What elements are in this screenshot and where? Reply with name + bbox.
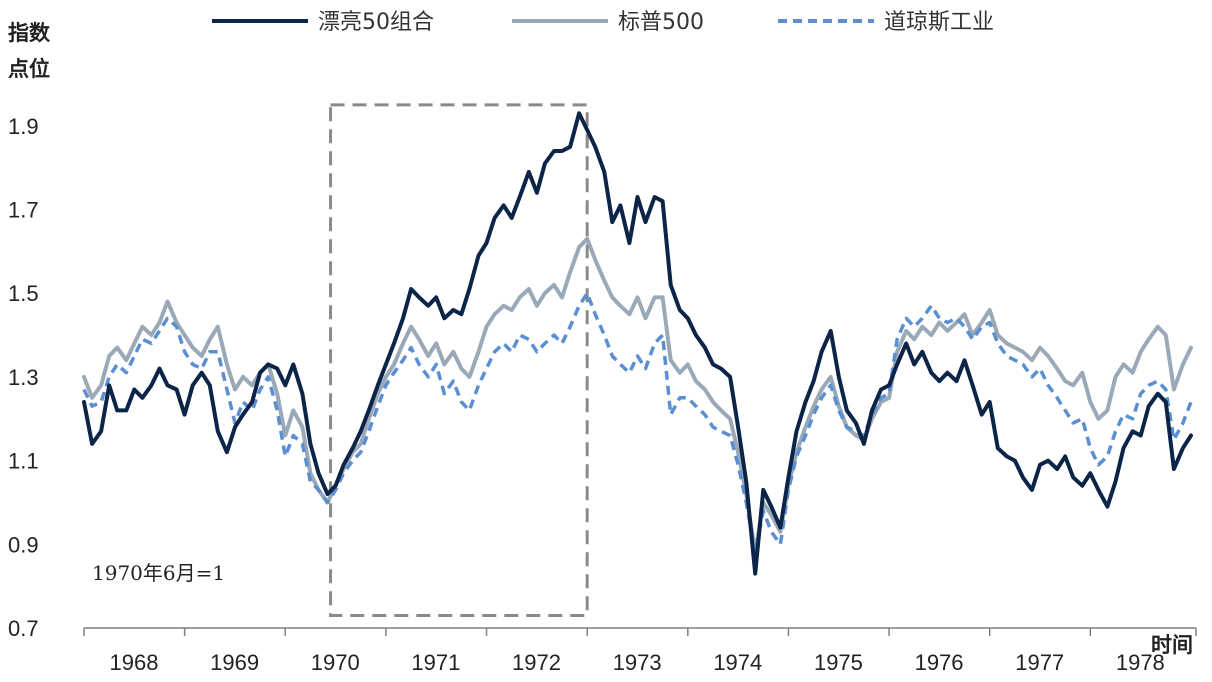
y-axis-label-line-1: 指数 bbox=[8, 21, 51, 45]
legend-item-sp500: 标普500 bbox=[512, 10, 704, 35]
y-tick-label: 0.9 bbox=[8, 532, 39, 557]
y-tick-label: 1.5 bbox=[8, 281, 39, 306]
legend-label-sp500: 标普500 bbox=[618, 10, 704, 35]
x-axis: 1968 1969 1970 1971 1972 1973 1974 1975 1976 1977… bbox=[83, 627, 1197, 675]
y-axis-ticks: 0.7 0.9 1.1 1.3 1.5 1.7 1.9 bbox=[8, 114, 39, 641]
x-tick-label: 1976 bbox=[915, 650, 964, 675]
legend: 漂亮50组合 标普500 道琼斯工业 bbox=[212, 10, 994, 35]
x-tick-label: 1969 bbox=[210, 650, 259, 675]
y-tick-label: 1.9 bbox=[8, 114, 39, 139]
y-axis-label-line-2: 点位 bbox=[8, 57, 50, 81]
legend-item-dow: 道琼斯工业 bbox=[778, 10, 994, 35]
series-line-dow bbox=[82, 291, 1193, 555]
highlight-box bbox=[329, 103, 589, 617]
x-tick-label: 1974 bbox=[713, 650, 762, 675]
x-tick-label: 1977 bbox=[1015, 650, 1064, 675]
y-tick-label: 1.1 bbox=[8, 449, 39, 474]
x-tick-label: 1975 bbox=[814, 650, 863, 675]
series-lines bbox=[82, 111, 1193, 576]
series-line-pretty50 bbox=[82, 111, 1193, 576]
x-tick-label: 1978 bbox=[1116, 650, 1165, 675]
y-tick-label: 1.3 bbox=[8, 365, 39, 390]
y-tick-label: 0.7 bbox=[8, 616, 39, 641]
highlight-region-group bbox=[329, 103, 589, 617]
x-tick-label: 1968 bbox=[110, 650, 159, 675]
x-tick-label: 1971 bbox=[411, 650, 460, 675]
legend-label-pretty50: 漂亮50组合 bbox=[318, 10, 434, 35]
x-tick-label: 1973 bbox=[613, 650, 662, 675]
base-date-annotation: 1970年6月=1 bbox=[92, 561, 225, 585]
y-tick-label: 1.7 bbox=[8, 198, 39, 223]
x-tick-label: 1970 bbox=[311, 650, 360, 675]
legend-label-dow: 道琼斯工业 bbox=[884, 10, 994, 35]
x-tick-label: 1972 bbox=[512, 650, 561, 675]
x-axis-label: 时间 bbox=[1151, 633, 1193, 657]
legend-item-pretty50: 漂亮50组合 bbox=[212, 10, 434, 35]
